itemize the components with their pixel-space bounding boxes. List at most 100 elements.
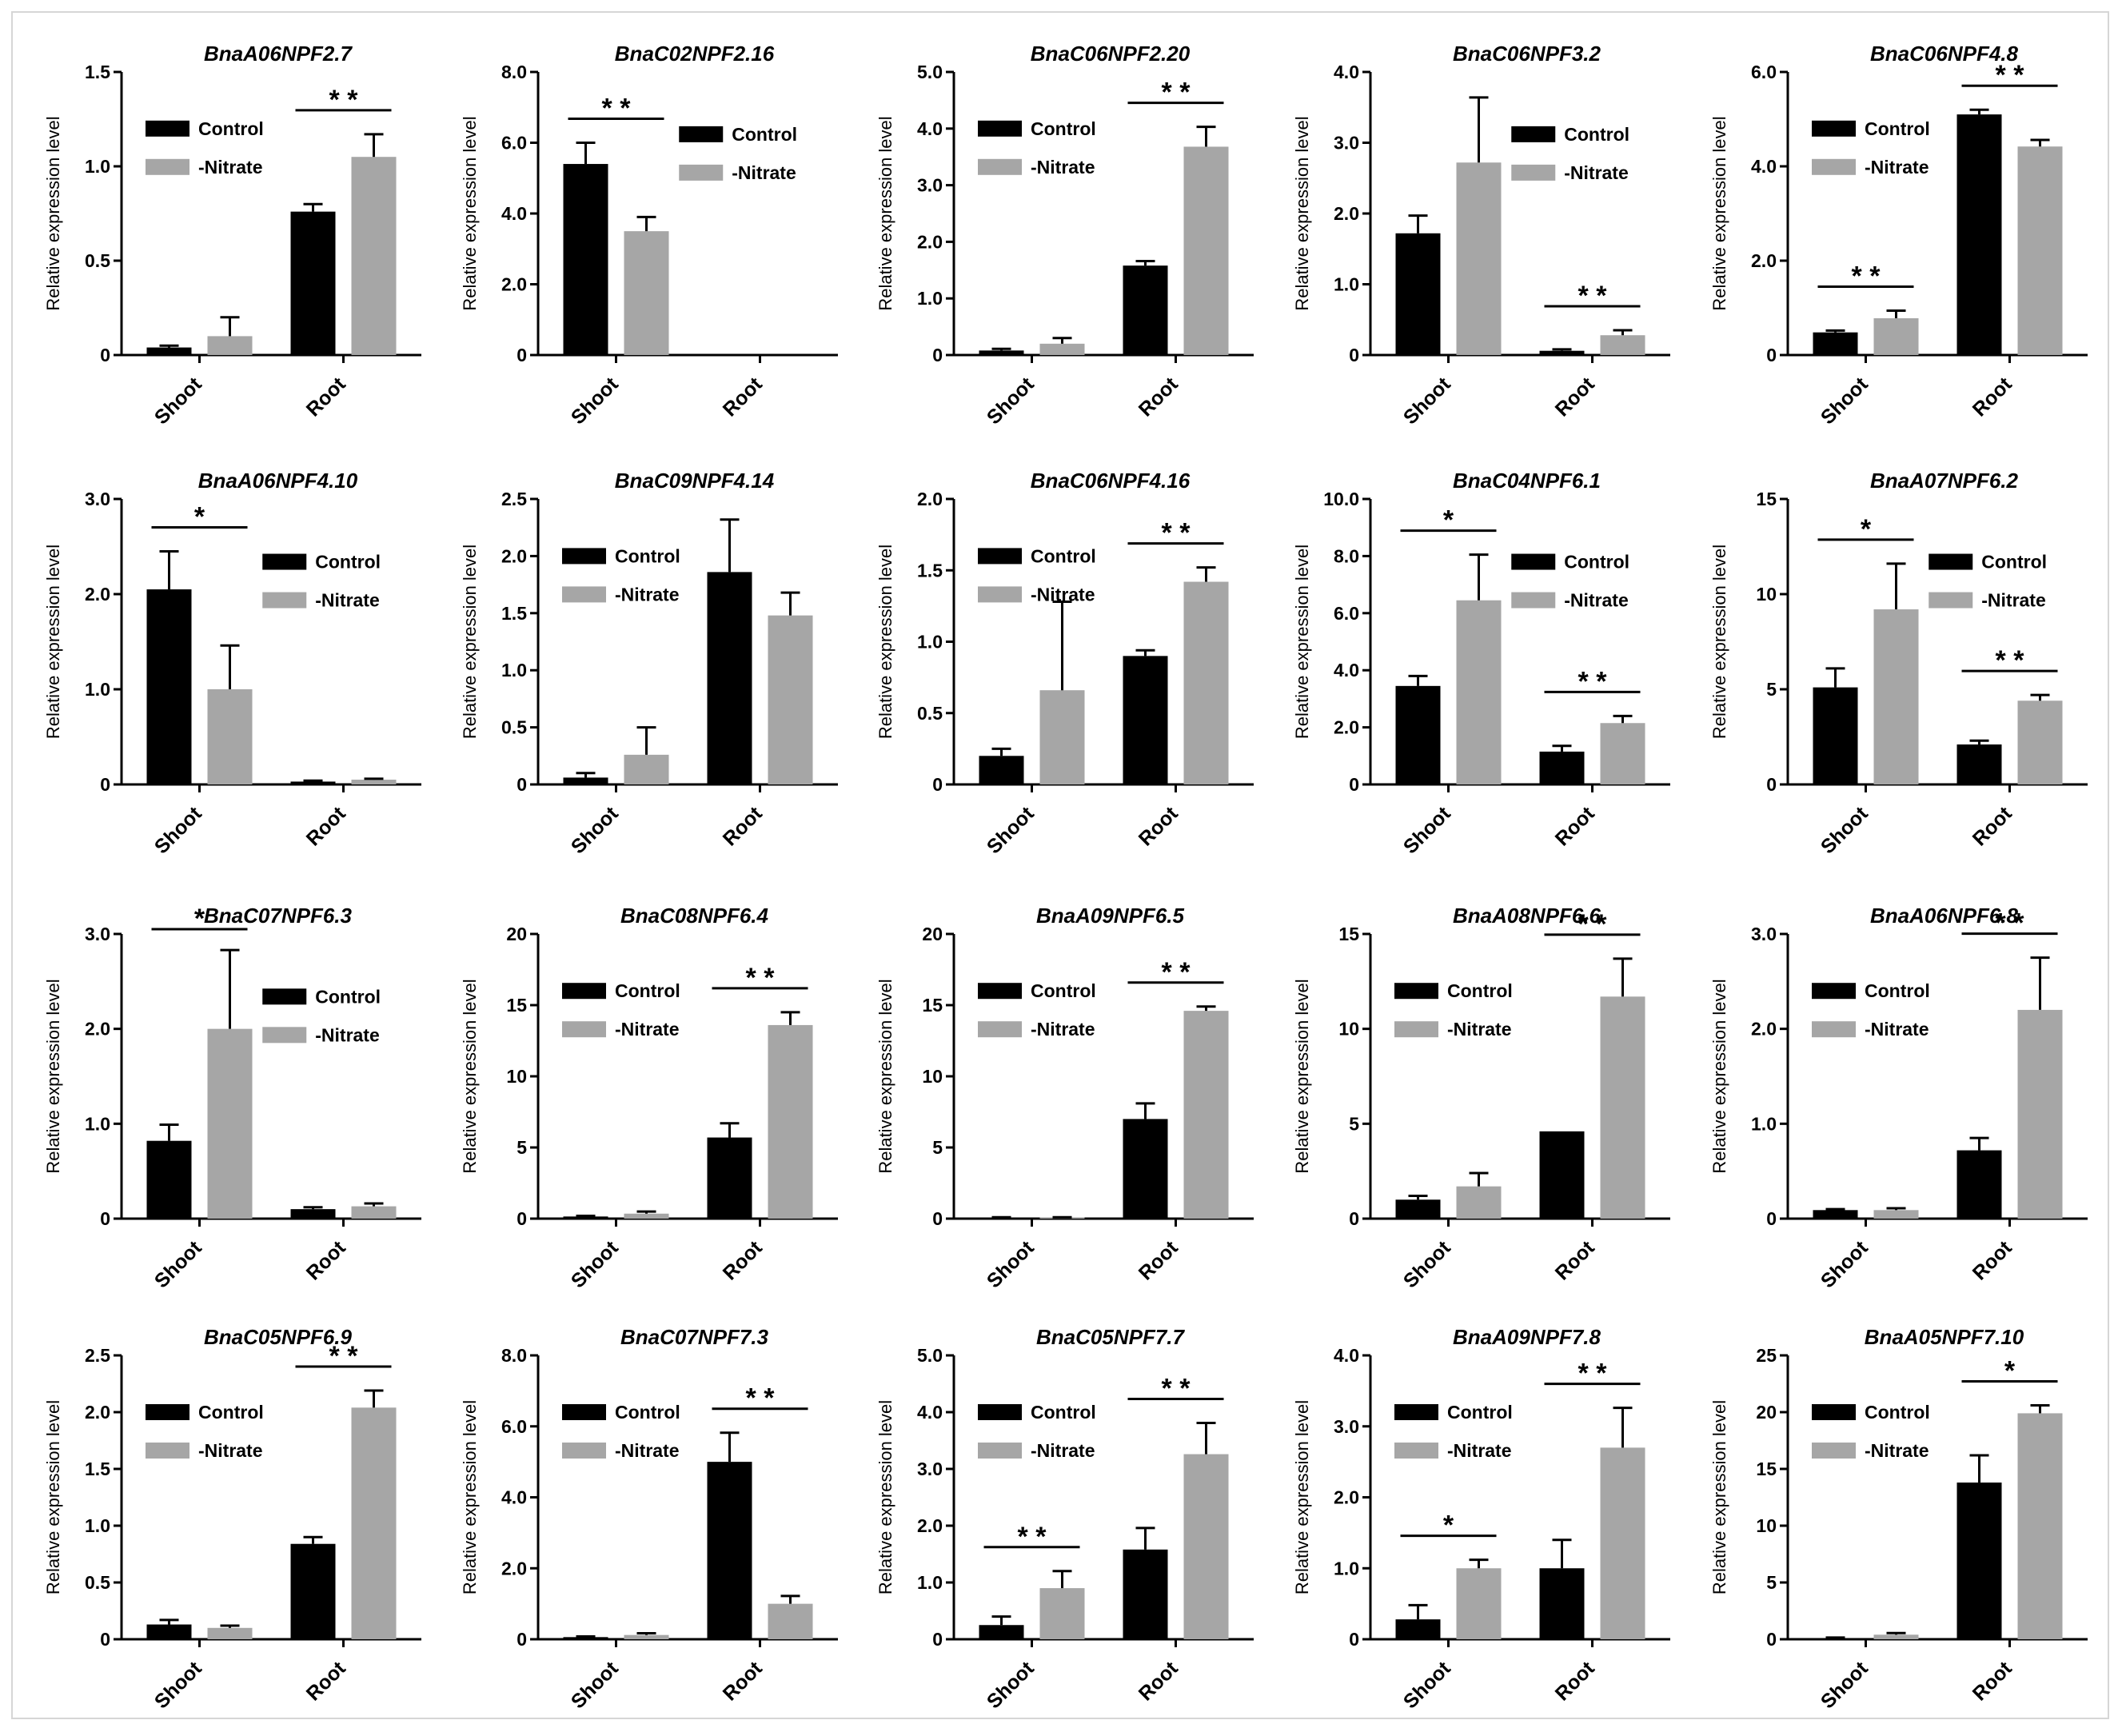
y-tick-label: 0 — [1766, 1629, 1777, 1650]
y-tick-label: 0 — [1766, 345, 1777, 365]
y-tick-label: 0 — [1349, 774, 1359, 795]
significance-stars: * * — [1578, 281, 1608, 311]
chart-title: BnaA09NPF7.8 — [1453, 1325, 1601, 1349]
chart-title: BnaC04NPF6.1 — [1453, 469, 1601, 493]
significance-stars: * * — [1996, 645, 2025, 676]
y-axis-label: Relative expression level — [1292, 1400, 1312, 1594]
bar-nitrate — [207, 1627, 253, 1639]
y-tick-label: 10 — [506, 1066, 527, 1087]
legend-label: -Nitrate — [1447, 1019, 1512, 1040]
y-tick-label: 6.0 — [501, 133, 527, 154]
y-tick-label: 0.5 — [501, 717, 527, 738]
y-axis-label: Relative expression level — [1292, 979, 1312, 1173]
legend-swatch — [562, 548, 606, 565]
chart-title: BnaC06NPF3.2 — [1453, 42, 1601, 66]
bar-control — [1395, 685, 1441, 784]
bar-control — [563, 1216, 608, 1219]
legend-swatch — [1812, 1443, 1856, 1459]
legend-swatch — [978, 158, 1022, 175]
legend-swatch — [262, 553, 307, 570]
bar-nitrate — [1600, 335, 1645, 355]
bar-nitrate — [768, 1024, 813, 1219]
y-tick-label: 0 — [1766, 1208, 1777, 1229]
legend-label: -Nitrate — [615, 584, 680, 605]
y-tick-label: 6.0 — [501, 1416, 527, 1437]
legend-swatch — [262, 988, 307, 1005]
y-tick-label: 2.0 — [1334, 1487, 1359, 1508]
y-tick-label: 4.0 — [917, 118, 943, 139]
bar-control — [563, 164, 608, 355]
legend-swatch — [562, 1404, 606, 1420]
y-tick-label: 4.0 — [501, 203, 527, 224]
y-tick-label: 4.0 — [501, 1487, 527, 1508]
y-tick-label: 2.0 — [501, 1558, 527, 1578]
y-tick-label: 2.5 — [501, 489, 527, 509]
y-tick-label: 0 — [517, 1208, 527, 1229]
bar-nitrate — [1456, 600, 1502, 784]
bar-control — [146, 589, 192, 784]
chart-title: BnaA09NPF6.5 — [1036, 904, 1184, 928]
legend-swatch — [562, 983, 606, 1000]
bar-control — [1813, 1210, 1858, 1219]
bar-nitrate — [1873, 609, 1919, 784]
legend-label: Control — [1865, 980, 1930, 1001]
y-tick-label: 0 — [932, 1629, 943, 1650]
legend-label: Control — [1447, 980, 1513, 1001]
bar-control — [1539, 751, 1585, 784]
y-tick-label: 8.0 — [1334, 545, 1359, 566]
bar-control — [707, 1462, 752, 1639]
bar-control — [146, 347, 192, 355]
y-tick-label: 3.0 — [1334, 133, 1359, 154]
legend-label: Control — [1031, 1402, 1096, 1423]
y-tick-label: 1.0 — [1334, 1558, 1359, 1578]
y-tick-label: 8.0 — [501, 1345, 527, 1366]
legend-swatch — [1511, 592, 1556, 609]
y-tick-label: 1.0 — [1334, 274, 1359, 295]
bar-nitrate — [624, 231, 669, 355]
significance-stars: * * — [1996, 908, 2025, 939]
legend-swatch — [978, 1443, 1022, 1459]
legend-swatch — [1394, 983, 1438, 1000]
y-axis-label: Relative expression level — [876, 1400, 895, 1594]
legend-swatch — [1812, 983, 1856, 1000]
significance-stars: * — [1443, 1511, 1454, 1541]
y-tick-label: 1.5 — [501, 603, 527, 624]
bar-control — [1395, 233, 1441, 355]
legend-swatch — [1511, 553, 1556, 570]
y-tick-label: 0.5 — [85, 1572, 110, 1593]
legend-swatch — [1394, 1443, 1438, 1459]
chart-title: BnaC05NPF6.9 — [204, 1325, 352, 1349]
legend-swatch — [146, 1404, 189, 1420]
bar-control — [1539, 1131, 1585, 1219]
y-tick-label: 5 — [1766, 1572, 1777, 1593]
legend-label: Control — [1981, 552, 2047, 573]
y-tick-label: 1.5 — [917, 560, 943, 581]
bar-control — [290, 781, 336, 784]
bar-nitrate — [1600, 996, 1645, 1219]
y-tick-label: 3.0 — [917, 175, 943, 196]
legend-label: -Nitrate — [1447, 1440, 1512, 1461]
bar-control — [1395, 1619, 1441, 1639]
y-axis-label: Relative expression level — [1292, 545, 1312, 739]
legend-label: Control — [315, 552, 381, 573]
legend-label: Control — [198, 118, 264, 139]
y-tick-label: 1.0 — [917, 632, 943, 652]
bar-control — [563, 777, 608, 784]
significance-stars: * * — [746, 963, 776, 993]
y-tick-label: 2.0 — [1334, 717, 1359, 738]
chart-title: BnaA08NPF6.6 — [1453, 904, 1601, 928]
chart-panel-2: BnaC02NPF2.16 Relative expression level 0 2… — [460, 42, 838, 429]
chart-title: BnaC06NPF4.16 — [1031, 469, 1191, 493]
y-tick-label: 10 — [1338, 1019, 1359, 1040]
bar-nitrate — [351, 1407, 397, 1639]
legend-label: -Nitrate — [1031, 584, 1095, 605]
chart-title: BnaA06NPF4.10 — [198, 469, 358, 493]
y-tick-label: 15 — [1338, 924, 1359, 944]
chart-title: BnaC06NPF4.8 — [1870, 42, 2018, 66]
y-tick-label: 1.5 — [85, 1459, 110, 1479]
bar-nitrate — [351, 157, 397, 355]
legend-label: -Nitrate — [1981, 590, 2046, 611]
y-tick-label: 20 — [506, 924, 527, 944]
legend-label: Control — [1865, 1402, 1930, 1423]
